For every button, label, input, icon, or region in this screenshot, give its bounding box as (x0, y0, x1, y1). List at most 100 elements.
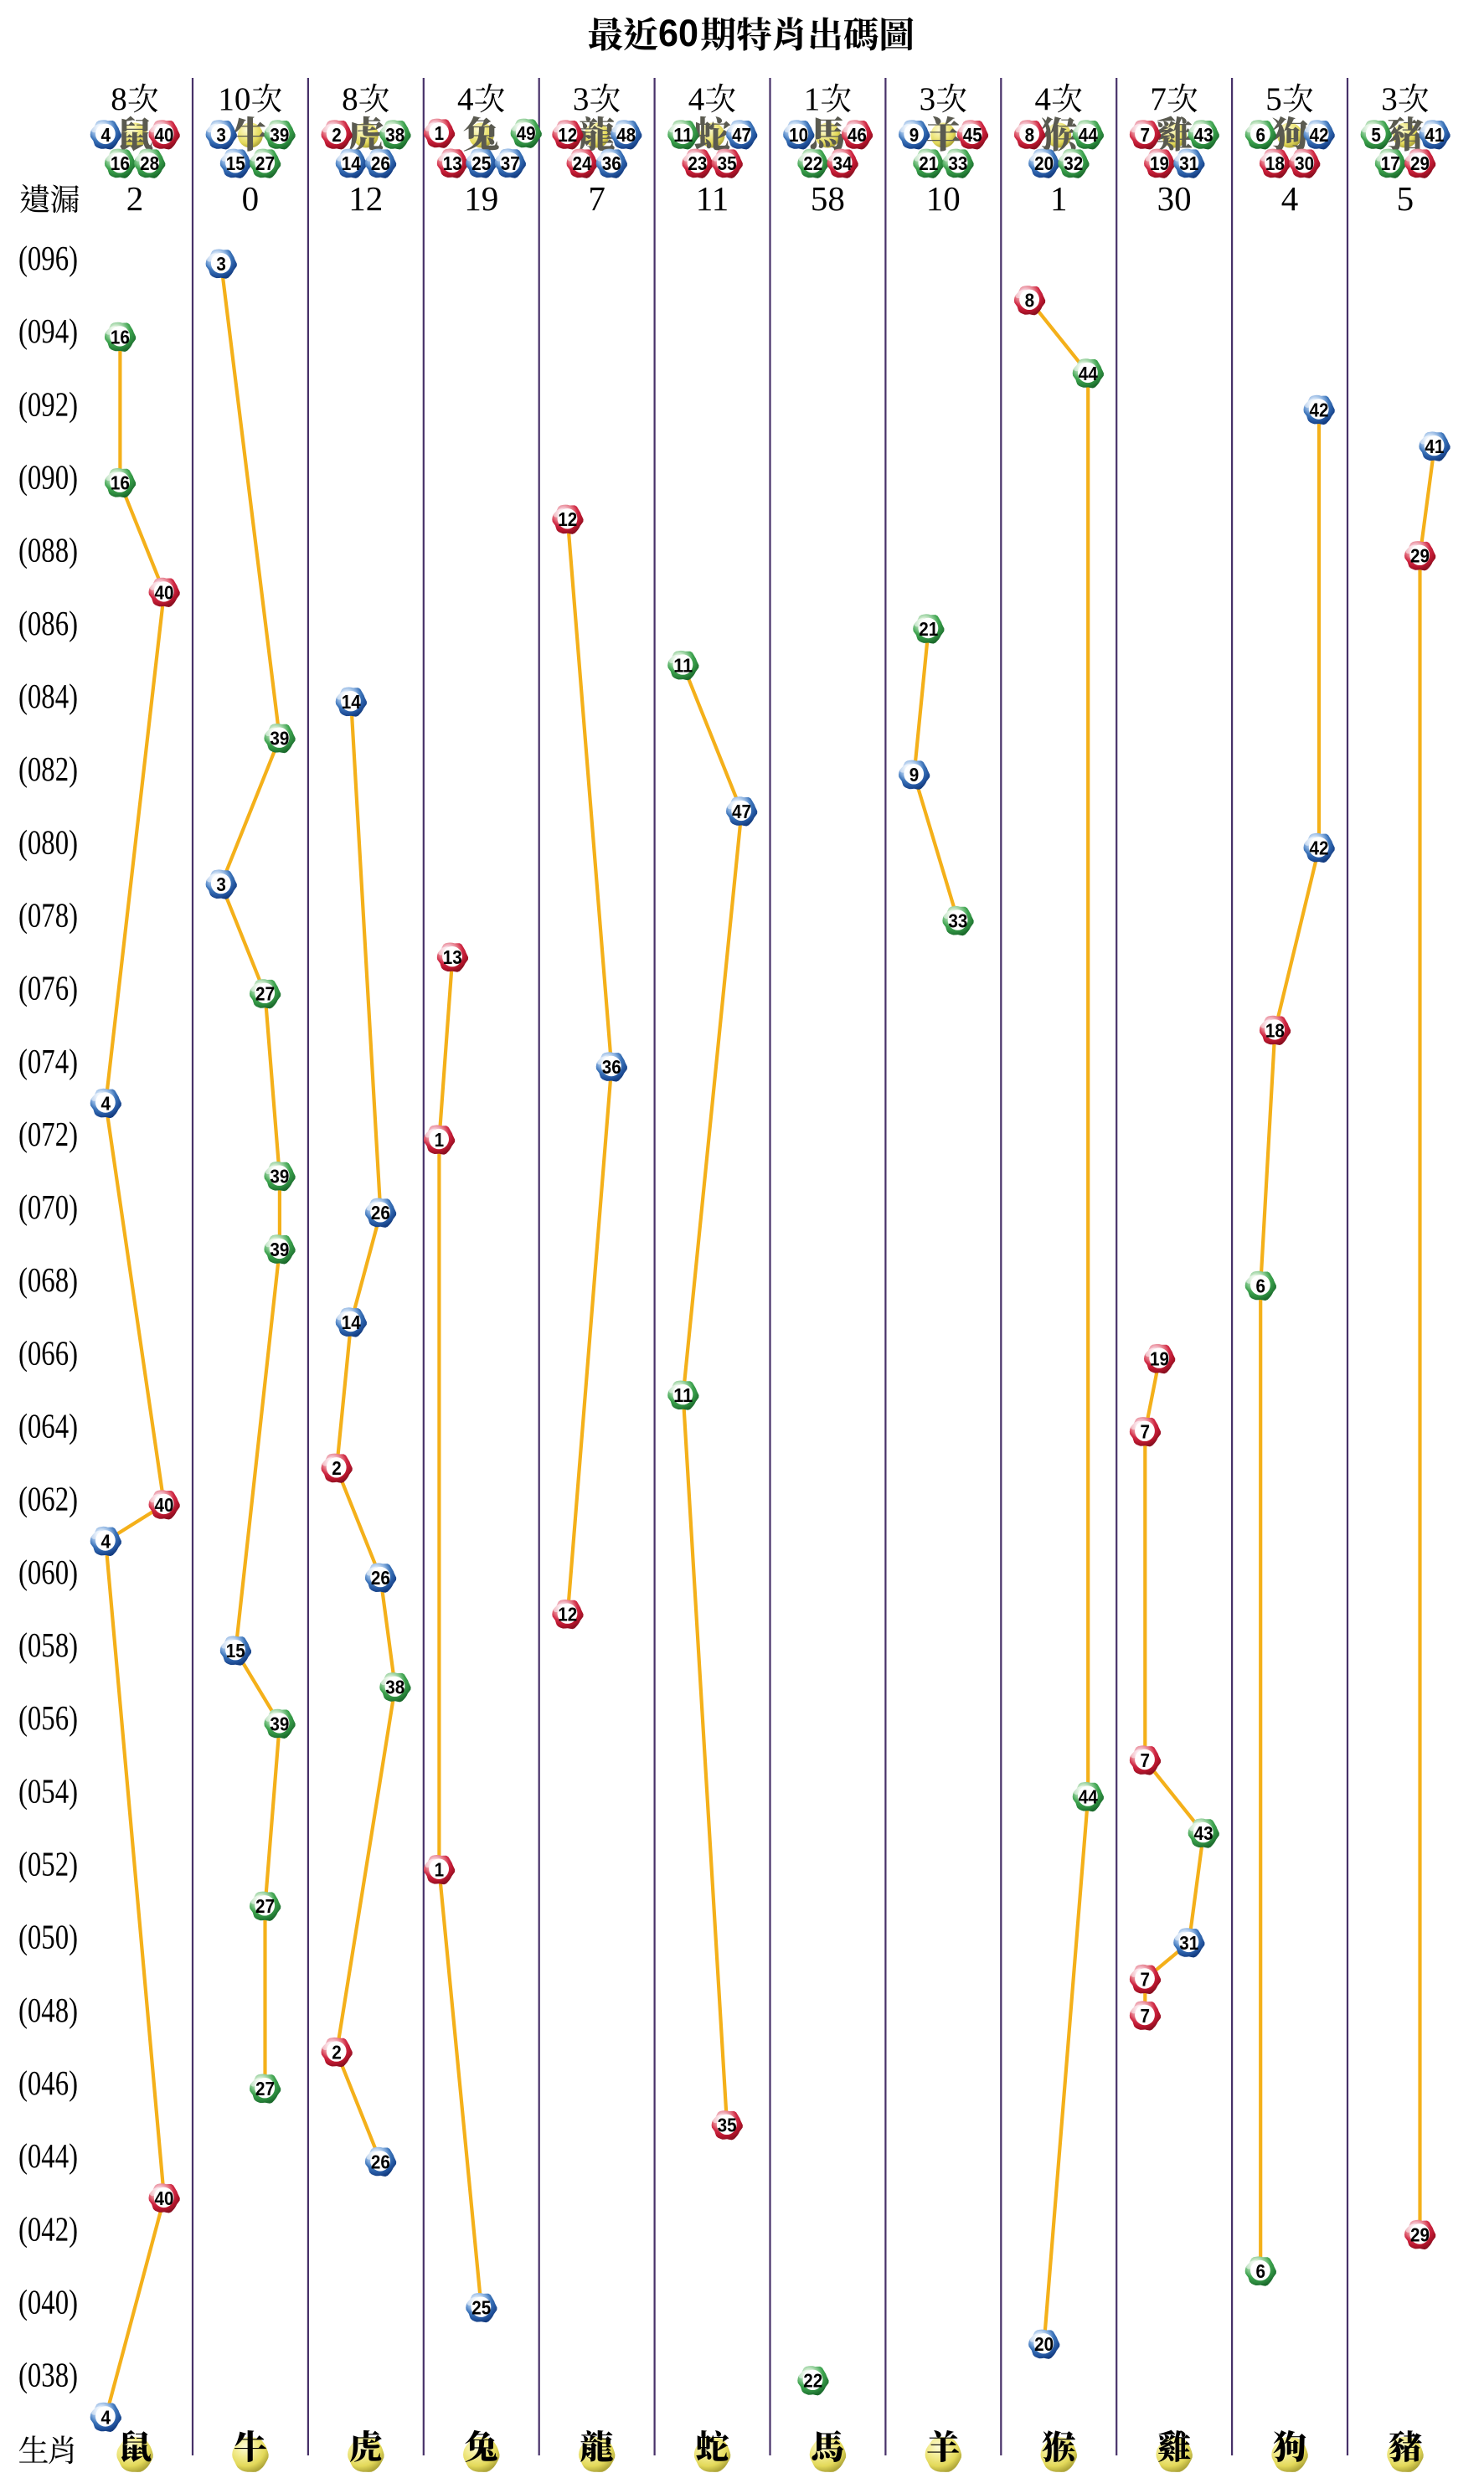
svg-text:12: 12 (558, 124, 577, 146)
svg-text:(094): (094) (18, 312, 78, 351)
svg-text:(040): (040) (18, 2283, 78, 2322)
svg-text:39: 39 (270, 1166, 289, 1188)
svg-text:29: 29 (1410, 2223, 1430, 2245)
svg-text:22: 22 (803, 2370, 822, 2392)
svg-text:6: 6 (1255, 1275, 1265, 1296)
svg-text:30: 30 (1295, 152, 1314, 174)
svg-text:26: 26 (371, 2151, 390, 2172)
svg-text:7: 7 (1141, 1749, 1151, 1771)
svg-text:34: 34 (833, 152, 853, 174)
svg-text:(068): (068) (18, 1260, 78, 1300)
svg-text:(066): (066) (18, 1333, 78, 1373)
svg-text:19: 19 (1150, 152, 1169, 174)
svg-text:45: 45 (963, 124, 982, 146)
svg-text:(050): (050) (18, 1918, 78, 1957)
svg-text:44: 44 (1079, 363, 1098, 384)
svg-text:40: 40 (155, 124, 174, 146)
svg-text:31: 31 (1179, 152, 1198, 174)
svg-text:27: 27 (255, 152, 275, 174)
svg-text:39: 39 (270, 1239, 289, 1260)
svg-text:35: 35 (718, 2115, 737, 2136)
svg-text:11: 11 (673, 655, 693, 677)
svg-text:(086): (086) (18, 604, 78, 643)
svg-text:7: 7 (588, 179, 605, 218)
svg-text:(062): (062) (18, 1480, 78, 1519)
svg-text:(058): (058) (18, 1625, 78, 1665)
svg-text:27: 27 (255, 983, 275, 1005)
svg-text:25: 25 (471, 152, 491, 174)
svg-text:16: 16 (111, 152, 130, 174)
svg-text:47: 47 (732, 801, 751, 822)
svg-text:14: 14 (342, 1311, 361, 1333)
svg-text:3: 3 (1381, 81, 1398, 117)
svg-text:26: 26 (371, 1202, 390, 1224)
svg-text:(072): (072) (18, 1115, 78, 1154)
svg-text:12: 12 (558, 508, 577, 530)
svg-text:(038): (038) (18, 2356, 78, 2395)
svg-text:(070): (070) (18, 1188, 78, 1227)
svg-text:8: 8 (342, 81, 358, 117)
svg-text:3: 3 (216, 253, 226, 275)
svg-text:37: 37 (501, 152, 520, 174)
svg-text:22: 22 (803, 152, 822, 174)
svg-text:7: 7 (1141, 1421, 1151, 1443)
svg-text:0: 0 (242, 179, 260, 218)
svg-text:27: 27 (255, 2078, 275, 2099)
svg-text:16: 16 (111, 472, 130, 494)
svg-text:29: 29 (1410, 152, 1430, 174)
svg-text:19: 19 (1150, 1348, 1169, 1370)
svg-text:20: 20 (1034, 152, 1054, 174)
svg-text:13: 13 (443, 152, 462, 174)
svg-text:48: 48 (616, 124, 636, 146)
svg-text:40: 40 (155, 1494, 174, 1516)
svg-text:46: 46 (848, 124, 867, 146)
svg-text:42: 42 (1310, 124, 1329, 146)
svg-text:1: 1 (435, 1859, 445, 1881)
svg-text:4: 4 (1281, 179, 1299, 218)
svg-text:(080): (080) (18, 822, 78, 862)
svg-text:18: 18 (1265, 152, 1285, 174)
svg-text:32: 32 (1064, 152, 1083, 174)
svg-text:4: 4 (100, 1092, 111, 1114)
svg-text:17: 17 (1381, 152, 1400, 174)
svg-text:40: 40 (155, 2187, 174, 2209)
svg-text:2: 2 (332, 124, 342, 146)
svg-text:(082): (082) (18, 750, 78, 789)
svg-text:(088): (088) (18, 531, 78, 570)
svg-text:26: 26 (371, 1567, 390, 1589)
svg-text:10: 10 (926, 179, 961, 218)
svg-text:58: 58 (811, 179, 845, 218)
svg-text:4: 4 (100, 2406, 111, 2428)
svg-text:41: 41 (1425, 435, 1444, 457)
svg-text:43: 43 (1194, 124, 1213, 146)
svg-text:4: 4 (688, 81, 705, 117)
svg-text:35: 35 (718, 152, 737, 174)
svg-text:(078): (078) (18, 895, 78, 935)
svg-text:36: 36 (602, 152, 621, 174)
svg-text:29: 29 (1410, 545, 1430, 567)
svg-text:3: 3 (216, 873, 226, 895)
svg-text:(076): (076) (18, 969, 78, 1008)
svg-text:4: 4 (1035, 81, 1052, 117)
svg-text:4: 4 (100, 124, 111, 146)
svg-text:7: 7 (1141, 1968, 1151, 1990)
svg-text:41: 41 (1425, 124, 1444, 146)
svg-text:12: 12 (558, 1604, 577, 1625)
svg-text:8: 8 (1025, 290, 1035, 312)
svg-text:38: 38 (385, 1677, 404, 1698)
svg-text:1: 1 (804, 81, 821, 117)
svg-text:33: 33 (948, 910, 967, 932)
svg-text:40: 40 (155, 581, 174, 603)
svg-text:27: 27 (255, 1895, 275, 1917)
svg-text:14: 14 (342, 152, 361, 174)
svg-text:7: 7 (1150, 81, 1167, 117)
svg-text:42: 42 (1310, 837, 1329, 858)
svg-text:12: 12 (348, 179, 383, 218)
svg-text:4: 4 (457, 81, 474, 117)
svg-text:(042): (042) (18, 2209, 78, 2249)
svg-text:21: 21 (919, 152, 938, 174)
svg-text:5: 5 (1371, 124, 1381, 146)
svg-text:(044): (044) (18, 2136, 78, 2176)
svg-text:9: 9 (909, 764, 920, 786)
svg-text:31: 31 (1179, 1932, 1198, 1954)
